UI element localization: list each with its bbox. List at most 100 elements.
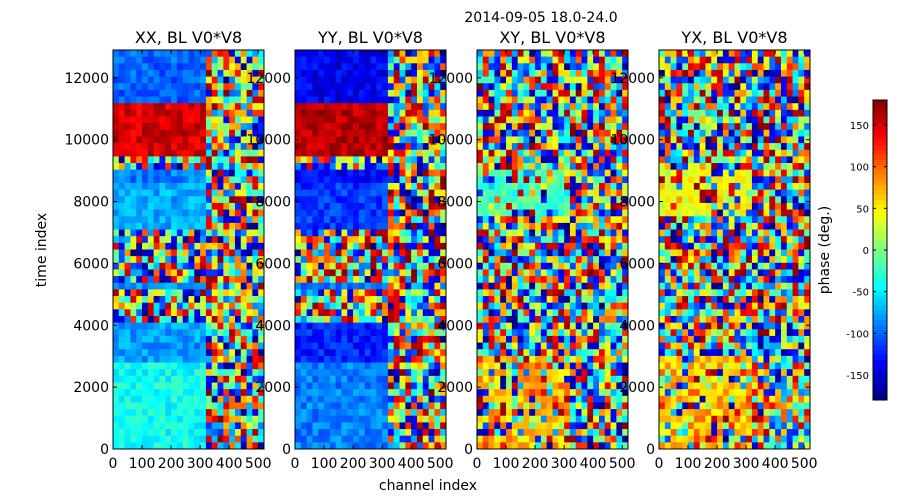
heatmap-cell: [130, 389, 137, 397]
heatmap-cell: [598, 435, 606, 443]
heatmap-cell: [405, 296, 412, 304]
heatmap-cell: [546, 355, 553, 363]
heatmap-cell: [382, 249, 389, 257]
heatmap-cell: [130, 309, 137, 317]
heatmap-cell: [569, 355, 577, 363]
heatmap-cell: [434, 342, 441, 350]
heatmap-cell: [540, 69, 548, 77]
heatmap-cell: [335, 402, 342, 410]
heatmap-cell: [405, 56, 412, 64]
heatmap-cell: [616, 236, 623, 244]
heatmap-cell: [211, 389, 218, 397]
heatmap-cell: [353, 183, 360, 191]
heatmap-cell: [575, 422, 582, 430]
heatmap-cell: [295, 143, 302, 151]
heatmap-cell: [558, 123, 565, 131]
heatmap-cell: [335, 256, 342, 264]
heatmap-cell: [153, 362, 160, 370]
heatmap-cell: [335, 322, 342, 330]
heatmap-cell: [488, 202, 495, 210]
heatmap-cell: [171, 96, 178, 104]
heatmap-cell: [358, 342, 366, 350]
heatmap-cell: [217, 249, 224, 257]
heatmap-cell: [488, 196, 495, 204]
heatmap-cell: [546, 389, 553, 397]
heatmap-cell: [477, 342, 484, 350]
heatmap-cell: [353, 262, 360, 270]
heatmap-cell: [722, 50, 730, 58]
heatmap-cell: [593, 262, 600, 270]
heatmap-cell: [581, 342, 588, 350]
heatmap-cell: [564, 435, 571, 443]
heatmap-cell: [124, 109, 131, 117]
heatmap-cell: [147, 256, 155, 264]
heatmap-cell: [540, 50, 548, 58]
heatmap-cell: [335, 329, 342, 337]
heatmap-cell: [165, 296, 172, 304]
heatmap-cell: [142, 123, 149, 131]
heatmap-cell: [130, 149, 137, 157]
heatmap-cell: [382, 409, 389, 417]
heatmap-cell: [312, 342, 319, 350]
heatmap-cell: [798, 56, 805, 64]
heatmap-cell: [142, 409, 149, 417]
heatmap-cell: [246, 249, 253, 257]
heatmap-cell: [587, 422, 594, 430]
heatmap-cell: [575, 196, 582, 204]
heatmap-cell: [130, 349, 137, 357]
heatmap-cell: [194, 149, 201, 157]
heatmap-cell: [506, 256, 513, 264]
heatmap-cell: [329, 63, 337, 71]
heatmap-cell: [306, 422, 313, 430]
heatmap-cell: [416, 202, 424, 210]
heatmap-cell: [205, 63, 213, 71]
heatmap-cell: [428, 409, 435, 417]
heatmap-cell: [564, 50, 571, 58]
heatmap-cell: [153, 103, 160, 111]
heatmap-cell: [147, 169, 155, 177]
heatmap-cell: [488, 156, 495, 164]
heatmap-cell: [482, 289, 490, 297]
heatmap-cell: [405, 123, 412, 131]
heatmap-cell: [535, 282, 542, 290]
heatmap-cell: [200, 229, 207, 237]
heatmap-cell: [147, 402, 155, 410]
heatmap-cell: [598, 302, 606, 310]
heatmap-cell: [411, 103, 418, 111]
heatmap-cell: [500, 209, 507, 217]
heatmap-cell: [569, 123, 577, 131]
heatmap-cell: [171, 382, 178, 390]
heatmap-cell: [529, 96, 536, 104]
heatmap-cell: [411, 109, 418, 117]
heatmap-cell: [517, 249, 524, 257]
heatmap-cell: [422, 335, 429, 343]
heatmap-cell: [546, 269, 553, 277]
heatmap-cell: [258, 229, 264, 237]
heatmap-cell: [593, 442, 600, 449]
heatmap-cell: [124, 209, 131, 217]
heatmap-cell: [581, 389, 588, 397]
heatmap-cell: [393, 329, 400, 337]
heatmap-cell: [364, 96, 371, 104]
heatmap-cell: [312, 136, 319, 144]
heatmap-cell: [546, 63, 553, 71]
heatmap-cell: [147, 63, 155, 71]
heatmap-cell: [318, 409, 325, 417]
heatmap-cell: [335, 169, 342, 177]
heatmap-cell: [422, 96, 429, 104]
heatmap-cell: [376, 322, 383, 330]
heatmap-cell: [440, 395, 446, 403]
heatmap-cell: [252, 269, 259, 277]
heatmap-cell: [598, 56, 606, 64]
heatmap-cell: [358, 89, 366, 97]
heatmap-cell: [335, 362, 342, 370]
heatmap-cell: [211, 435, 218, 443]
heatmap-cell: [428, 276, 435, 284]
heatmap-cell: [200, 216, 207, 224]
heatmap-cell: [751, 69, 759, 77]
heatmap-cell: [300, 216, 308, 224]
heatmap-cell: [517, 189, 524, 197]
heatmap-cell: [324, 329, 331, 337]
heatmap-cell: [393, 316, 400, 324]
heatmap-cell: [347, 322, 354, 330]
